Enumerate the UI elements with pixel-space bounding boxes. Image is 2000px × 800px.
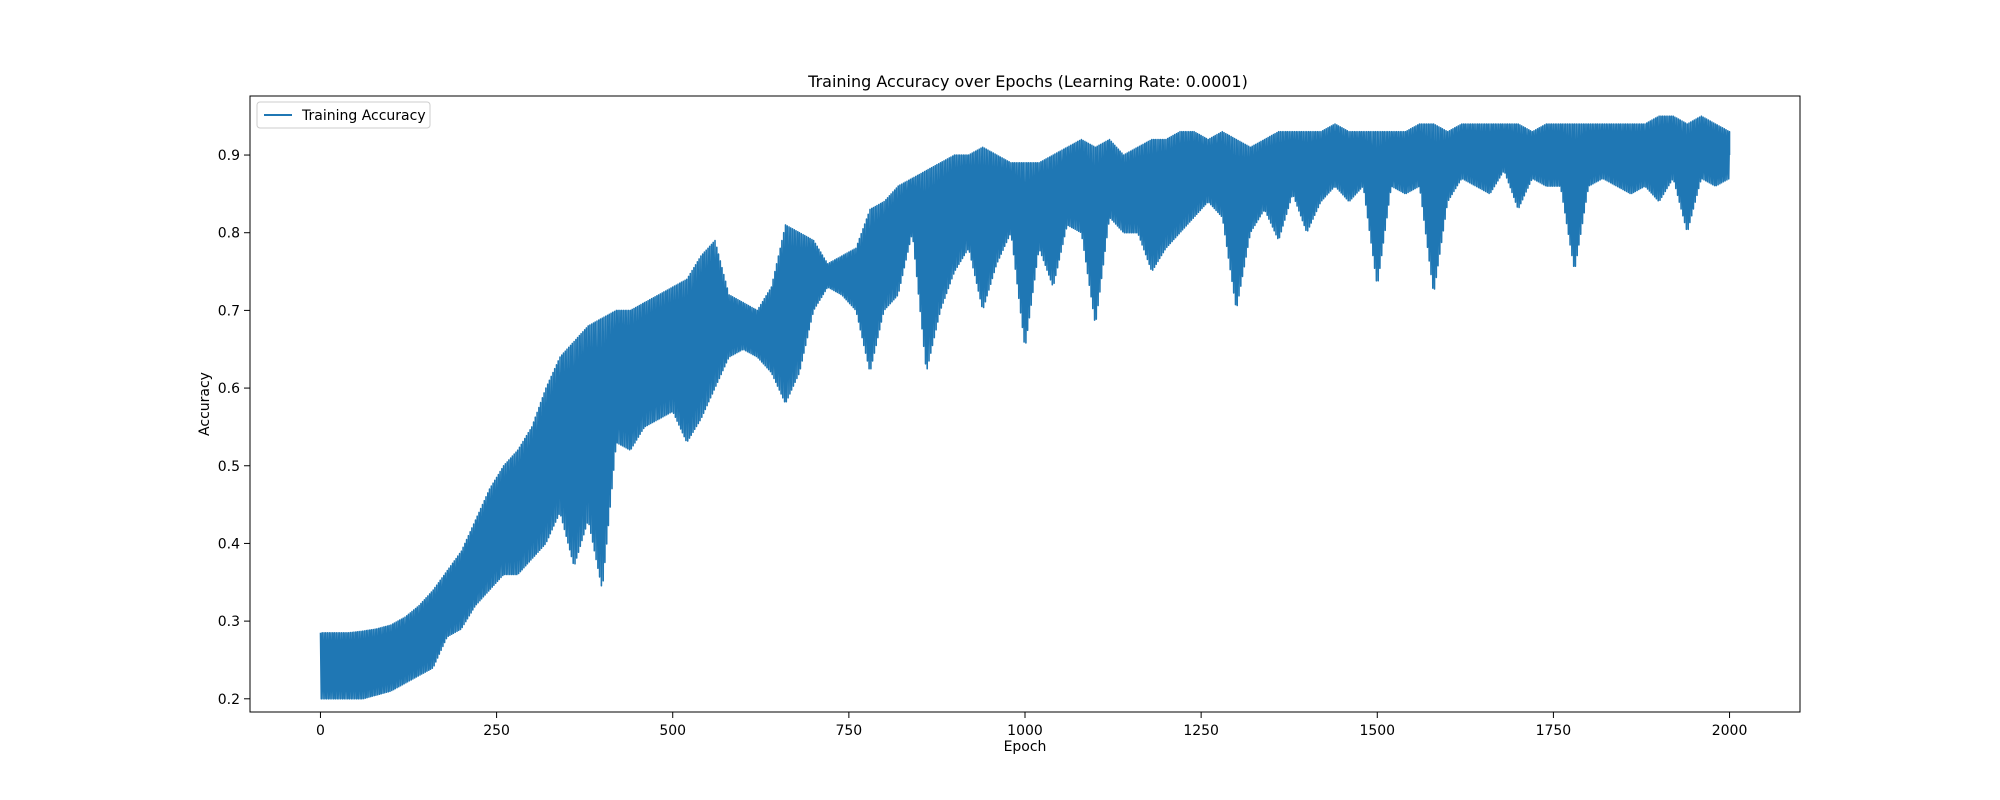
x-axis: 0 250 500 750 1000 1250 1500 1750 2000	[316, 712, 1747, 739]
chart-title: Training Accuracy over Epochs (Learning …	[807, 72, 1248, 91]
y-tick-label: 0.3	[218, 614, 240, 630]
legend: Training Accuracy	[256, 101, 431, 129]
legend-box	[256, 101, 431, 129]
y-axis: 0.2 0.3 0.4 0.5 0.6 0.7 0.8 0.9	[218, 148, 250, 708]
x-tick-label: 500	[659, 723, 686, 739]
series-layer	[319, 115, 1731, 700]
y-tick-label: 0.6	[218, 381, 240, 397]
y-tick-label: 0.8	[218, 226, 240, 242]
x-tick-label: 1750	[1536, 723, 1572, 739]
x-tick-label: 750	[835, 723, 862, 739]
x-tick-label: 2000	[1712, 723, 1748, 739]
y-tick-label: 0.2	[218, 692, 240, 708]
x-tick-label: 1500	[1359, 723, 1395, 739]
y-tick-label: 0.5	[218, 459, 240, 475]
x-tick-label: 1250	[1183, 723, 1219, 739]
legend-label: Training Accuracy	[301, 108, 426, 124]
y-tick-label: 0.9	[218, 148, 240, 164]
x-tick-label: 250	[483, 723, 510, 739]
y-axis-label: Accuracy	[197, 372, 213, 436]
x-tick-label: 1000	[1007, 723, 1043, 739]
y-tick-label: 0.4	[218, 536, 240, 552]
series-line-training-accuracy	[319, 115, 1731, 700]
x-axis-label: Epoch	[1004, 739, 1047, 755]
x-tick-label: 0	[316, 723, 325, 739]
y-tick-label: 0.7	[218, 303, 240, 319]
